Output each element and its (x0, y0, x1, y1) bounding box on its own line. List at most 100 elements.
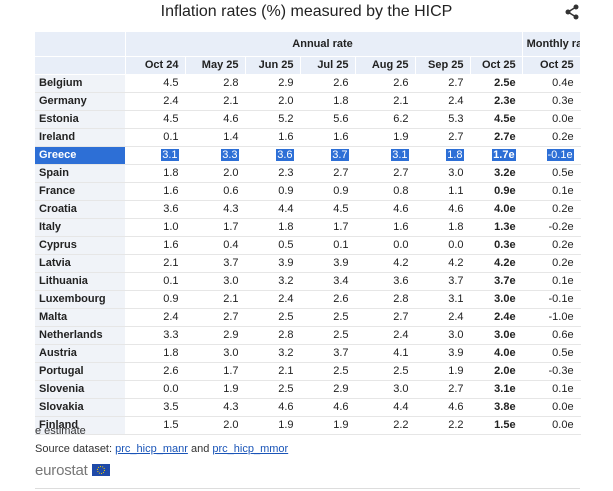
cell: 0.9 (245, 182, 301, 201)
cell: 1.9 (245, 416, 301, 435)
cell: 2.6 (300, 74, 356, 93)
cell-value: 3.3 (221, 149, 239, 161)
table-row: France 1.6 0.6 0.9 0.9 0.8 1.1 0.9e 0.1e (35, 182, 581, 201)
cell: 0.9 (125, 290, 186, 309)
country: Austria (35, 344, 126, 363)
cell: 1.6 (355, 218, 416, 237)
table-row: Spain 1.8 2.0 2.3 2.7 2.7 3.0 3.2e 0.5e (35, 164, 581, 183)
cell: 1.6 (125, 182, 186, 201)
cell: 0.0e (522, 110, 581, 129)
title: Inflation rates (%) measured by the HICP (160, 3, 453, 20)
cell: 2.1 (185, 290, 246, 309)
cell-value: -0.1e (546, 149, 574, 161)
country: Croatia (35, 200, 126, 219)
cell: 3.9 (300, 254, 356, 273)
cell: 2.0 (245, 92, 301, 111)
cell: 0.2e (522, 236, 581, 255)
cell: 3.1e (470, 380, 523, 399)
cell: 1.4 (185, 128, 246, 147)
table-row: Italy 1.0 1.7 1.8 1.7 1.6 1.8 1.3e -0.2e (35, 218, 581, 237)
country: Cyprus (35, 236, 126, 255)
cell: 3.3 (125, 326, 186, 345)
cell: 3.8e (470, 398, 523, 417)
cell: 0.0 (125, 380, 186, 399)
cell: -0.2e (522, 218, 581, 237)
country: Netherlands (35, 326, 126, 345)
cell: 1.9 (185, 380, 246, 399)
cell: 1.9 (415, 362, 471, 381)
cell: 2.3e (470, 92, 523, 111)
cell: 3.9 (245, 254, 301, 273)
country: Slovakia (35, 398, 126, 417)
cell: 2.5e (470, 74, 523, 93)
country: Lithuania (35, 272, 126, 291)
country: France (35, 182, 126, 201)
cell: 4.5 (125, 74, 186, 93)
cell: 3.1 (355, 146, 416, 165)
table-row: Netherlands 3.3 2.9 2.8 2.5 2.4 3.0 3.0e 0.6e (35, 326, 581, 345)
cell: 3.1 (125, 146, 186, 165)
cell: 1.8 (415, 146, 471, 165)
table-row: Greece 3.1 3.3 3.6 3.7 3.1 1.8 1.7e -0.1e (35, 146, 581, 165)
cell: 1.6 (125, 236, 186, 255)
column-header: Jun 25 (245, 56, 301, 75)
cell: 0.3e (470, 236, 523, 255)
cell: 2.7 (185, 308, 246, 327)
cell: 4.3 (185, 200, 246, 219)
header-cell (35, 32, 126, 57)
column-header: Oct 24 (125, 56, 186, 75)
cell: 4.3 (185, 398, 246, 417)
table-row: Malta 2.4 2.7 2.5 2.5 2.7 2.4 2.4e -1.0e (35, 308, 581, 327)
cell: 4.6 (415, 200, 471, 219)
cell: 2.7e (470, 128, 523, 147)
cell: 1.8 (300, 92, 356, 111)
table-row: Slovakia 3.5 4.3 4.6 4.6 4.4 4.6 3.8e 0.0e (35, 398, 581, 417)
cell: 2.6 (125, 362, 186, 381)
cell: 2.9 (300, 380, 356, 399)
cell: 4.2 (415, 254, 471, 273)
cell: 0.6 (185, 182, 246, 201)
cell: 1.8 (125, 164, 186, 183)
cell: 3.7 (185, 254, 246, 273)
table-row: Finland 1.5 2.0 1.9 1.9 2.2 2.2 1.5e 0.0e (35, 416, 581, 435)
cell: 6.2 (355, 110, 416, 129)
cell: 1.6 (245, 128, 301, 147)
cell: 4.6 (185, 110, 246, 129)
cell: 2.8 (185, 74, 246, 93)
cell: 3.2e (470, 164, 523, 183)
link[interactable]: prc_hicp_manr (115, 443, 188, 455)
cell: 2.2 (355, 416, 416, 435)
cell: 2.7 (300, 164, 356, 183)
cell: 2.8 (355, 290, 416, 309)
cell: 0.3e (522, 92, 581, 111)
cell: 4.4 (355, 398, 416, 417)
table-row: Cyprus 1.6 0.4 0.5 0.1 0.0 0.0 0.3e 0.2e (35, 236, 581, 255)
cell: 4.2e (470, 254, 523, 273)
country: Greece (35, 146, 126, 165)
table-row: Belgium 4.5 2.8 2.9 2.6 2.6 2.7 2.5e 0.4e (35, 74, 581, 93)
link[interactable]: prc_hicp_mmor (212, 443, 289, 455)
cell: 0.5e (522, 164, 581, 183)
cell: 0.2e (522, 128, 581, 147)
cell: 3.7 (415, 272, 471, 291)
cell: 2.4 (415, 308, 471, 327)
cell: 1.8 (245, 218, 301, 237)
cell-value: 3.7 (331, 149, 349, 161)
cell: 4.5 (125, 110, 186, 129)
cell: 0.9 (300, 182, 356, 201)
header-row: Oct 24 May 25 Jun 25 Jul 25 Aug 25 Sep 25 Oct … (35, 56, 581, 75)
cell: 2.5 (300, 326, 356, 345)
cell: 1.1 (415, 182, 471, 201)
share-icon[interactable] (564, 4, 580, 20)
cell: 0.0 (415, 236, 471, 255)
cell: 0.0e (522, 398, 581, 417)
cell: 0.6e (522, 326, 581, 345)
cell: 2.4 (415, 92, 471, 111)
cell: 3.6 (125, 200, 186, 219)
table-row: Ireland 0.1 1.4 1.6 1.6 1.9 2.7 2.7e 0.2e (35, 128, 581, 147)
cell: 4.2 (355, 254, 416, 273)
country: Ireland (35, 128, 126, 147)
cell: 1.0 (125, 218, 186, 237)
